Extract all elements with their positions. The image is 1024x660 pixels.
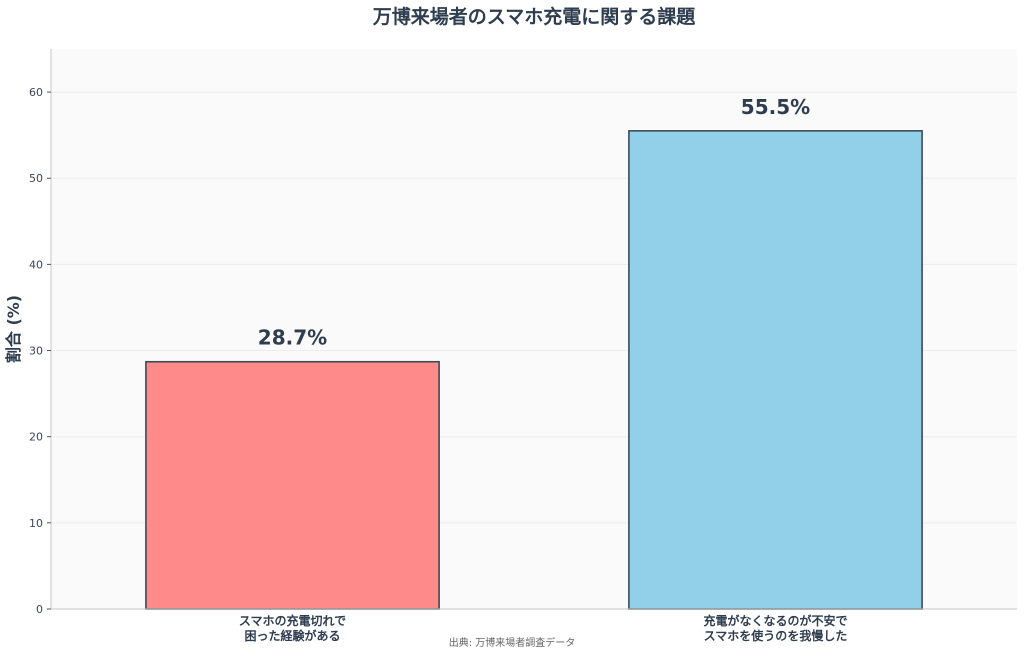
y-tick-label: 30: [29, 345, 43, 358]
axes: [50, 49, 1017, 610]
y-tick-label: 50: [29, 172, 43, 185]
source-note: 出典: 万博来場者調査データ: [449, 636, 576, 649]
x-tick-label: 困った経験がある: [244, 628, 340, 643]
chart-title: 万博来場者のスマホ充電に関する課題: [372, 5, 696, 28]
y-axis-label: 割合 (%): [4, 295, 23, 363]
y-tick-label: 20: [29, 431, 43, 444]
y-tick-label: 60: [29, 86, 43, 99]
x-tick-label: スマホを使うのを我慢した: [704, 628, 848, 643]
data-labels: 28.7% 55.5%: [258, 95, 810, 350]
y-tick-label: 0: [36, 603, 43, 616]
data-label: 55.5%: [741, 95, 810, 119]
data-label: 28.7%: [258, 326, 327, 350]
bar: [628, 130, 923, 610]
x-tick-label: 充電がなくなるのが不安で: [703, 613, 847, 628]
bar: [145, 360, 440, 610]
y-tick-label: 40: [29, 258, 43, 271]
bars: [145, 130, 923, 610]
x-tick-label: スマホの充電切れで: [239, 613, 346, 628]
y-ticks: 0 10 20 30 40 50 60: [29, 86, 51, 616]
y-tick-label: 10: [29, 517, 43, 530]
